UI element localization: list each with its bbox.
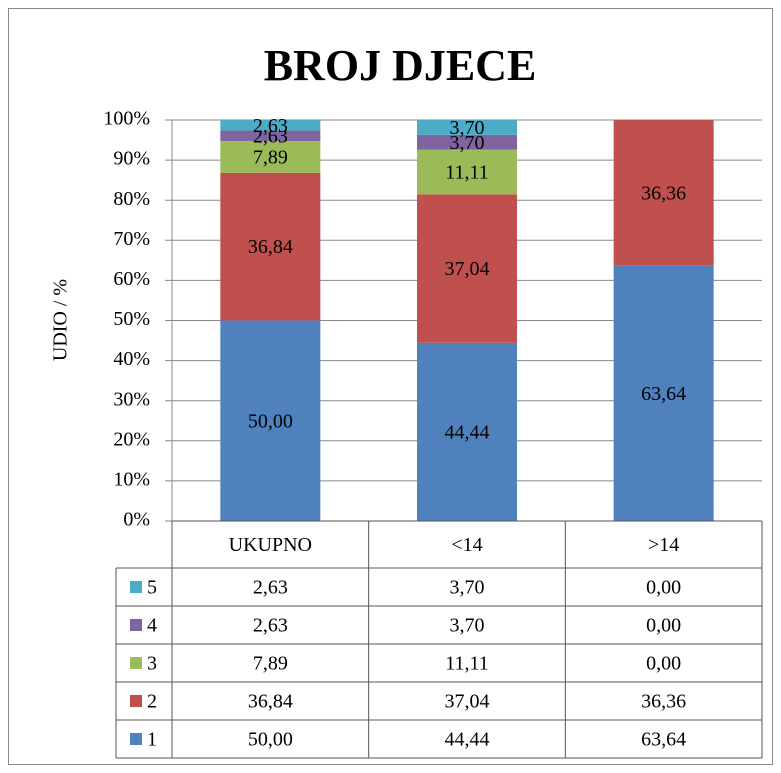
- bar-segment: [613, 120, 714, 266]
- y-tick-label: 30%: [113, 388, 150, 410]
- legend-label: 4: [147, 615, 157, 637]
- legend-swatch: [130, 657, 142, 669]
- table-cell: 2,63: [253, 577, 288, 599]
- legend-swatch: [130, 695, 142, 707]
- bar-segment: [417, 134, 517, 150]
- legend-swatch: [130, 581, 142, 593]
- table-cell: 3,70: [450, 615, 485, 637]
- data-label: 2,63: [253, 115, 288, 137]
- data-label: 3,70: [450, 117, 485, 139]
- legend-label: 3: [147, 653, 157, 675]
- y-tick-label: 100%: [103, 108, 150, 130]
- data-label: 11,11: [445, 162, 489, 184]
- y-axis-label: UDIO / %: [50, 279, 72, 361]
- table-cell: 44,44: [445, 729, 490, 751]
- table-cell: 0,00: [646, 577, 681, 599]
- y-tick-label: 60%: [113, 268, 150, 290]
- legend-swatch: [130, 619, 142, 631]
- table-header: UKUPNO: [229, 534, 312, 556]
- table-cell: 0,00: [646, 615, 681, 637]
- y-tick-label: 90%: [113, 148, 150, 170]
- data-label: 37,04: [445, 258, 490, 280]
- data-label: 7,89: [253, 147, 288, 169]
- bar-segment: [220, 120, 321, 131]
- bar-segment: [417, 120, 517, 135]
- legend-label: 5: [147, 577, 157, 599]
- y-tick-label: 10%: [113, 468, 150, 490]
- table-cell: 7,89: [253, 653, 288, 675]
- y-tick-label: 50%: [113, 308, 150, 330]
- data-label: 36,84: [248, 236, 293, 258]
- table-header: <14: [451, 534, 482, 556]
- bar-segment: [220, 130, 321, 142]
- bar-segment: [220, 172, 321, 321]
- y-tick-label: 70%: [113, 228, 150, 250]
- bar-segment: [417, 342, 517, 521]
- data-label: 2,63: [253, 125, 288, 147]
- data-label: 36,36: [641, 182, 686, 204]
- y-tick-label: 80%: [113, 188, 150, 210]
- table-cell: 50,00: [248, 729, 293, 751]
- table-header: >14: [648, 534, 679, 556]
- bar-segment: [613, 265, 714, 521]
- bar-segment: [220, 320, 321, 521]
- data-label: 3,70: [450, 132, 485, 154]
- chart-title: BROJ DJECE: [264, 41, 537, 90]
- table-cell: 2,63: [253, 615, 288, 637]
- bar-segment: [220, 141, 321, 173]
- table-cell: 36,84: [248, 691, 293, 713]
- legend-label: 2: [147, 691, 157, 713]
- data-label: 63,64: [641, 383, 686, 405]
- legend-label: 1: [147, 729, 157, 751]
- y-tick-label: 0%: [123, 509, 150, 531]
- bar-segment: [417, 194, 517, 343]
- table-cell: 63,64: [641, 729, 686, 751]
- y-tick-label: 40%: [113, 348, 150, 370]
- bar-segment: [417, 149, 517, 195]
- data-label: 50,00: [248, 410, 293, 432]
- table-cell: 11,11: [445, 653, 489, 675]
- table-cell: 3,70: [450, 577, 485, 599]
- table-cell: 36,36: [641, 691, 686, 713]
- table-cell: 37,04: [445, 691, 490, 713]
- legend-swatch: [130, 733, 142, 745]
- table-cell: 0,00: [646, 653, 681, 675]
- y-tick-label: 20%: [113, 428, 150, 450]
- data-label: 44,44: [445, 421, 490, 443]
